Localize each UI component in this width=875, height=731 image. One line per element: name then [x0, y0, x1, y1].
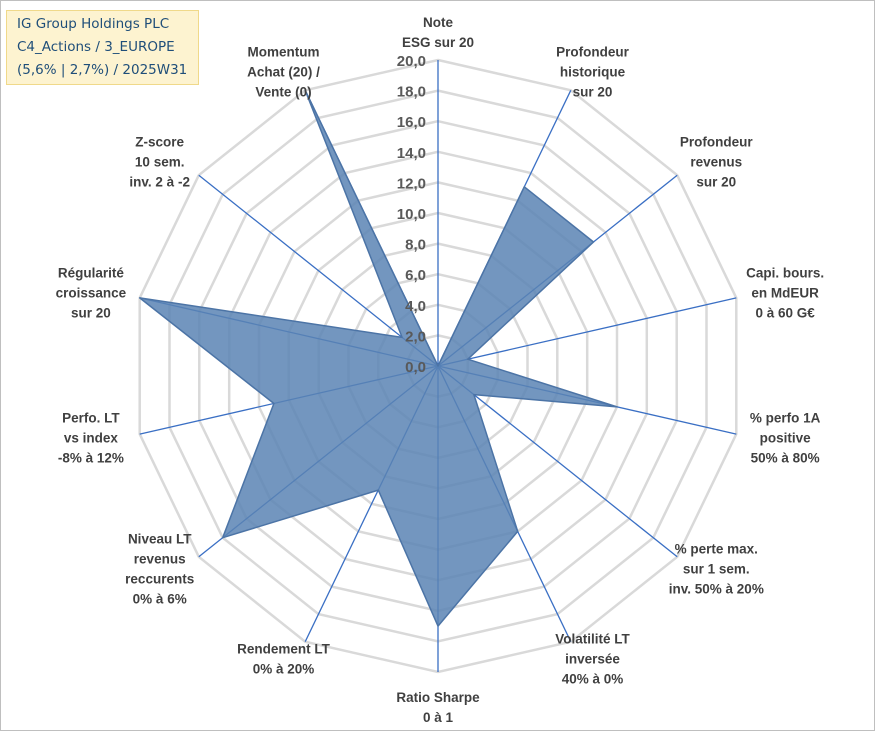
axis-label-line: sur 20	[573, 84, 613, 99]
axis-label-line: inv. 50% à 20%	[669, 581, 764, 596]
axis-label-line: 0% à 20%	[253, 662, 315, 677]
tick-label: 0,0	[405, 359, 426, 376]
axis-label-line: historique	[560, 64, 626, 79]
axis-label-line: sur 20	[71, 306, 111, 321]
axis-label: Note ESG sur 20	[402, 15, 474, 50]
axis-label: Régularité croissance sur 20	[56, 266, 127, 321]
tick-label: 16,0	[397, 114, 426, 131]
axis-label: Niveau LT revenus reccurents 0% à 6%	[125, 531, 194, 606]
tick-label: 4,0	[405, 298, 426, 315]
radial-tick-labels: 0,0 2,0 4,0 6,0 8,0 10,0 12,0 14,0 16,0 18,0 20,0	[397, 53, 426, 376]
axis-label-line: Volatilité LT	[555, 632, 630, 647]
axis-label-line: % perte max.	[675, 541, 758, 556]
tick-label: 12,0	[397, 175, 426, 192]
axis-label-line: -8% à 12%	[58, 451, 124, 466]
radar-series	[138, 89, 618, 627]
axis-label-line: en MdEUR	[751, 286, 819, 301]
axis-label-line: Achat (20) /	[247, 64, 320, 79]
axis-label-line: ESG sur 20	[402, 35, 474, 50]
axis-label-line: reccurents	[125, 571, 194, 586]
tick-label: 10,0	[397, 206, 426, 223]
tick-label: 20,0	[397, 53, 426, 70]
spoke-line	[198, 174, 439, 367]
axis-label: % perfo 1A positive 50% à 80%	[750, 411, 821, 466]
axis-label: Z-score 10 sem. inv. 2 à -2	[129, 135, 190, 190]
axis-label-line: Z-score	[135, 135, 184, 150]
series-area	[138, 89, 618, 627]
title-company: IG Group Holdings PLC	[17, 16, 170, 32]
axis-label-line: 10 sem.	[135, 155, 185, 170]
axis-label-line: sur 20	[696, 175, 736, 190]
axis-label-line: 0 à 60 G€	[755, 306, 815, 321]
axis-label-line: inv. 2 à -2	[129, 175, 190, 190]
tick-label: 2,0	[405, 328, 426, 345]
tick-label: 14,0	[397, 145, 426, 162]
axis-label-line: Profondeur	[680, 135, 753, 150]
axis-label: Momentum Achat (20) / Vente (0)	[247, 44, 320, 99]
axis-label: Perfo. LT vs index -8% à 12%	[58, 411, 124, 466]
axis-label-line: revenus	[134, 551, 186, 566]
axis-label: Rendement LT 0% à 20%	[237, 642, 331, 677]
axis-label-line: inversée	[565, 652, 620, 667]
tick-label: 6,0	[405, 267, 426, 284]
axis-label: Profondeur revenus sur 20	[680, 135, 753, 190]
axis-label-line: revenus	[690, 155, 742, 170]
axis-label-line: Note	[423, 15, 453, 30]
axis-label: Volatilité LT inversée 40% à 0%	[555, 632, 630, 687]
axis-label-line: sur 1 sem.	[683, 561, 750, 576]
axis-label-line: Régularité	[58, 266, 125, 281]
axis-label-line: vs index	[64, 431, 119, 446]
title-category: C4_Actions / 3_EUROPE	[17, 39, 175, 55]
axis-label-line: Perfo. LT	[62, 411, 120, 426]
axis-label-line: 40% à 0%	[562, 672, 624, 687]
spoke-line	[437, 297, 737, 367]
axis-label-line: % perfo 1A	[750, 411, 821, 426]
axis-label-line: Vente (0)	[255, 84, 311, 99]
axis-label-line: 0% à 6%	[133, 591, 187, 606]
axis-label: Profondeur historique sur 20	[556, 44, 629, 99]
axis-label-line: Momentum	[248, 44, 320, 59]
axis-label-line: 0 à 1	[423, 710, 454, 725]
axis-label-line: croissance	[56, 286, 127, 301]
tick-label: 8,0	[405, 237, 426, 254]
axis-label: Capi. bours. en MdEUR 0 à 60 G€	[746, 266, 824, 321]
title-period: (5,6% | 2,7%) / 2025W31	[17, 62, 188, 78]
axis-label-line: Capi. bours.	[746, 266, 824, 281]
axis-label-line: Profondeur	[556, 44, 629, 59]
axis-label-line: Ratio Sharpe	[396, 690, 480, 705]
axis-labels: Note ESG sur 20 Profondeur historique sur 20…	[56, 15, 824, 725]
chart-title-box: IG Group Holdings PLC C4_Actions / 3_EUR…	[6, 10, 199, 85]
axis-label-line: Rendement LT	[237, 642, 331, 657]
axis-label-line: 50% à 80%	[751, 451, 820, 466]
axis-label: Ratio Sharpe 0 à 1	[396, 690, 480, 725]
spoke-line	[437, 365, 678, 558]
tick-label: 18,0	[397, 84, 426, 101]
axis-label-line: Niveau LT	[128, 531, 192, 546]
axis-label-line: positive	[760, 431, 812, 446]
axis-label: % perte max. sur 1 sem. inv. 50% à 20%	[669, 541, 764, 596]
